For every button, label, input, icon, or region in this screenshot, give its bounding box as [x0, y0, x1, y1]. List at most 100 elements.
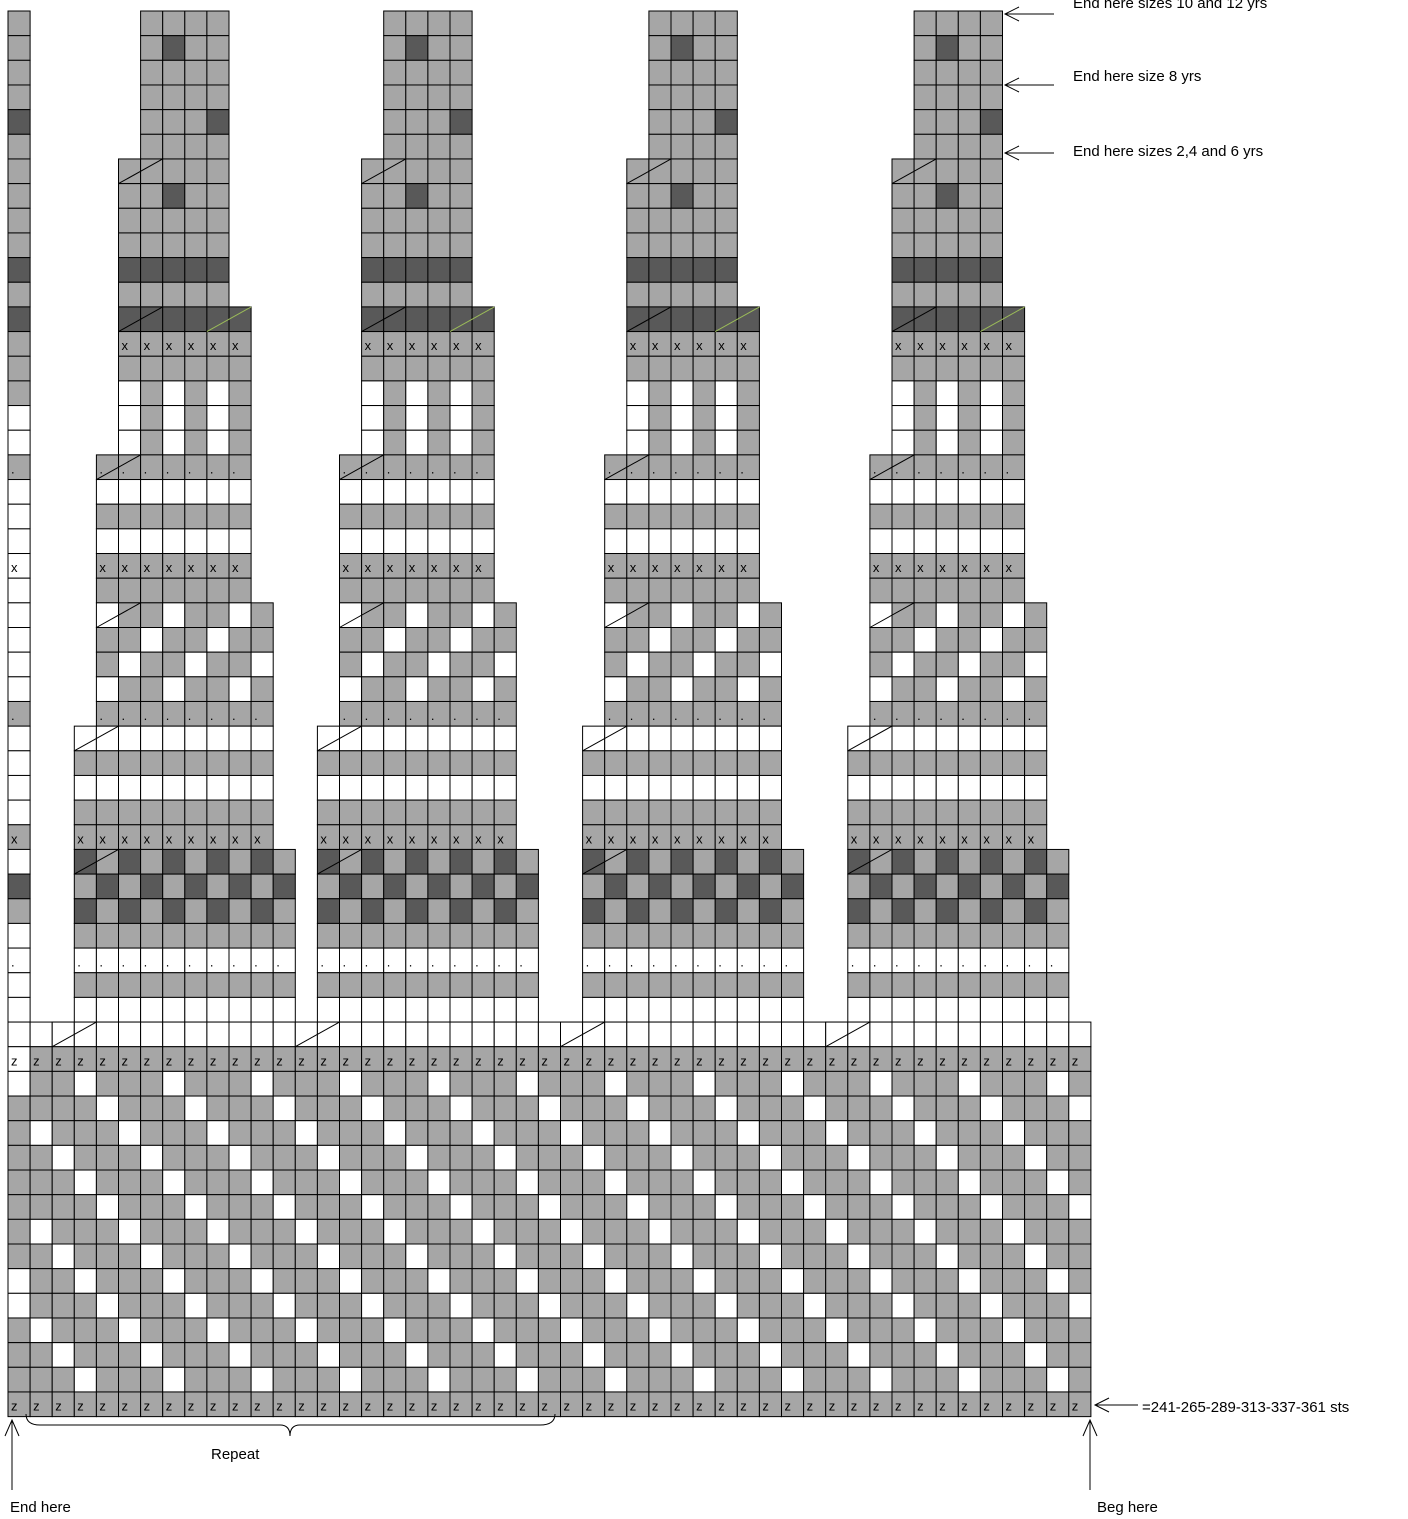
symbol-x: x — [873, 831, 880, 846]
tower-stitch — [1002, 602, 1026, 629]
tower-stitch — [736, 972, 760, 998]
band-stitch — [957, 1070, 981, 1097]
band-stitch — [339, 1218, 363, 1245]
symbol-dot: . — [740, 708, 744, 723]
tower-stitch — [162, 972, 186, 998]
tower-stitch — [162, 799, 186, 826]
band-stitch — [891, 1144, 915, 1171]
symbol-x: x — [586, 831, 593, 846]
band-stitch — [758, 1366, 783, 1393]
band-stitch — [1068, 1243, 1092, 1270]
tower-stitch — [405, 479, 429, 505]
border-stitch — [7, 873, 31, 900]
tower-stitch — [847, 725, 871, 752]
tower-stitch — [471, 774, 495, 801]
band-stitch — [758, 1120, 783, 1146]
band-stitch — [118, 1218, 142, 1245]
symbol-x: x — [166, 831, 173, 846]
symbol-dot: . — [983, 708, 987, 723]
border-stitch — [7, 848, 31, 875]
tower-stitch — [206, 183, 230, 209]
band-stitch — [537, 1243, 562, 1270]
tower-stitch — [604, 577, 628, 604]
tower-stitch — [206, 133, 230, 160]
tower-stitch — [73, 873, 97, 900]
band-stitch — [1024, 1144, 1048, 1171]
tower-stitch — [648, 183, 672, 209]
tower-stitch — [140, 35, 164, 61]
tower-stitch — [383, 750, 407, 776]
symbol-dot: . — [276, 955, 280, 970]
band-stitch — [736, 1268, 760, 1294]
symbol-z: z — [1072, 1399, 1079, 1414]
tower-stitch — [913, 10, 937, 37]
tower-stitch — [118, 380, 142, 407]
band-stitch — [361, 1194, 385, 1220]
tower-stitch — [162, 183, 186, 209]
tower-stitch — [383, 35, 407, 61]
tower-stitch — [162, 207, 186, 234]
band-stitch — [582, 1292, 606, 1319]
symbol-x: x — [740, 560, 747, 575]
band-stitch — [515, 1268, 539, 1294]
band-stitch — [582, 1144, 606, 1171]
tower-stitch — [891, 725, 915, 752]
tower-stitch — [449, 355, 473, 382]
tower-stitch — [471, 503, 495, 530]
symbol-z: z — [851, 1053, 858, 1068]
symbol-dot: . — [232, 462, 236, 477]
tower-stitch — [427, 109, 451, 135]
tower-stitch — [692, 922, 716, 949]
band-stitch — [781, 1169, 805, 1196]
symbol-z: z — [99, 1053, 106, 1068]
band-stitch — [1046, 1194, 1070, 1220]
band-stitch — [1024, 1194, 1048, 1220]
band-stitch — [626, 1342, 650, 1368]
border-stitch — [7, 109, 31, 135]
band-stitch — [51, 1021, 75, 1048]
border-stitch — [7, 972, 31, 998]
tower-stitch — [228, 676, 252, 702]
symbol-dot: . — [11, 462, 15, 477]
symbol-x: x — [696, 560, 703, 575]
symbol-x: x — [99, 560, 106, 575]
band-stitch — [162, 1021, 186, 1048]
tower-stitch — [427, 281, 451, 308]
tower-stitch — [714, 306, 738, 333]
band-stitch — [560, 1194, 584, 1220]
tower-stitch — [383, 306, 407, 333]
tower-stitch — [206, 158, 230, 185]
tower-stitch — [206, 848, 230, 875]
symbol-dot: . — [99, 462, 103, 477]
tower-stitch — [1002, 429, 1026, 456]
tower-stitch — [383, 355, 407, 382]
symbol-dot: . — [917, 955, 921, 970]
tower-stitch — [891, 799, 915, 826]
tower-stitch — [648, 577, 672, 604]
band-stitch — [206, 1268, 230, 1294]
tower-stitch — [957, 133, 981, 160]
symbol-z: z — [276, 1399, 283, 1414]
tower-stitch — [316, 848, 340, 875]
symbol-dot: . — [122, 462, 126, 477]
tower-stitch — [1046, 996, 1070, 1023]
band-stitch — [471, 1243, 495, 1270]
band-stitch — [95, 1243, 120, 1270]
tower-stitch — [935, 306, 959, 333]
tower-stitch — [626, 405, 650, 431]
tower-stitch — [913, 972, 937, 998]
band-stitch — [891, 1243, 915, 1270]
border-stitch — [7, 429, 31, 456]
tower-stitch — [95, 750, 120, 776]
tower-stitch — [582, 996, 606, 1023]
band-stitch — [1002, 1317, 1026, 1344]
tower-stitch — [339, 750, 363, 776]
band-stitch — [294, 1021, 318, 1048]
band-stitch — [405, 1366, 429, 1393]
band-stitch — [537, 1194, 562, 1220]
tower-stitch — [648, 528, 672, 555]
band-stitch — [51, 1095, 75, 1122]
band-stitch — [714, 1292, 738, 1319]
tower-stitch — [935, 207, 959, 234]
band-stitch — [162, 1095, 186, 1122]
